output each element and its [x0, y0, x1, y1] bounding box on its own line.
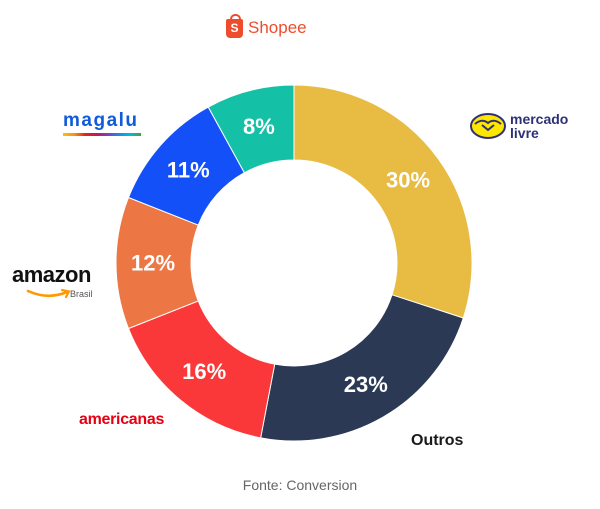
- source-note: Fonte: Conversion: [242, 477, 358, 493]
- livre-word: livre: [510, 125, 539, 141]
- percent-label-outros: 23%: [344, 372, 388, 397]
- shopee-bag-icon: S: [226, 13, 243, 38]
- donut-slices: [115, 84, 473, 442]
- magalu-label: magalu: [63, 110, 139, 131]
- percent-label-amazon: 12%: [131, 251, 175, 276]
- slice-outros: [260, 294, 464, 442]
- amazon-label: amazon: [12, 262, 91, 287]
- handshake-icon: [470, 113, 506, 139]
- mercado-livre-logo: mercado livre: [470, 112, 568, 140]
- magalu-color-bar: [63, 133, 141, 136]
- amazon-logo: amazon Brasil: [12, 262, 93, 304]
- americanas-logo: americanas: [79, 411, 165, 428]
- slice-mercado-livre: [293, 84, 473, 319]
- shopee-label: Shopee: [248, 18, 307, 37]
- percent-label-magalu: 11%: [167, 157, 210, 182]
- donut-percent-labels: 30% 23% 16% 12% 11% 8%: [131, 114, 430, 397]
- percent-label-mercado-livre: 30%: [386, 168, 430, 193]
- mercado-livre-label: mercado livre: [510, 112, 568, 140]
- percent-label-shopee: 8%: [243, 114, 275, 139]
- amazon-brasil-label: Brasil: [70, 289, 93, 299]
- percent-label-americanas: 16%: [182, 359, 226, 384]
- magalu-logo: magalu: [63, 111, 141, 136]
- amazon-smile-icon: [26, 288, 71, 299]
- slice-shopee: [207, 84, 295, 174]
- outros-label: Outros: [411, 432, 464, 449]
- shopee-logo: S Shopee: [226, 13, 307, 38]
- mercado-word: mercado: [510, 111, 569, 127]
